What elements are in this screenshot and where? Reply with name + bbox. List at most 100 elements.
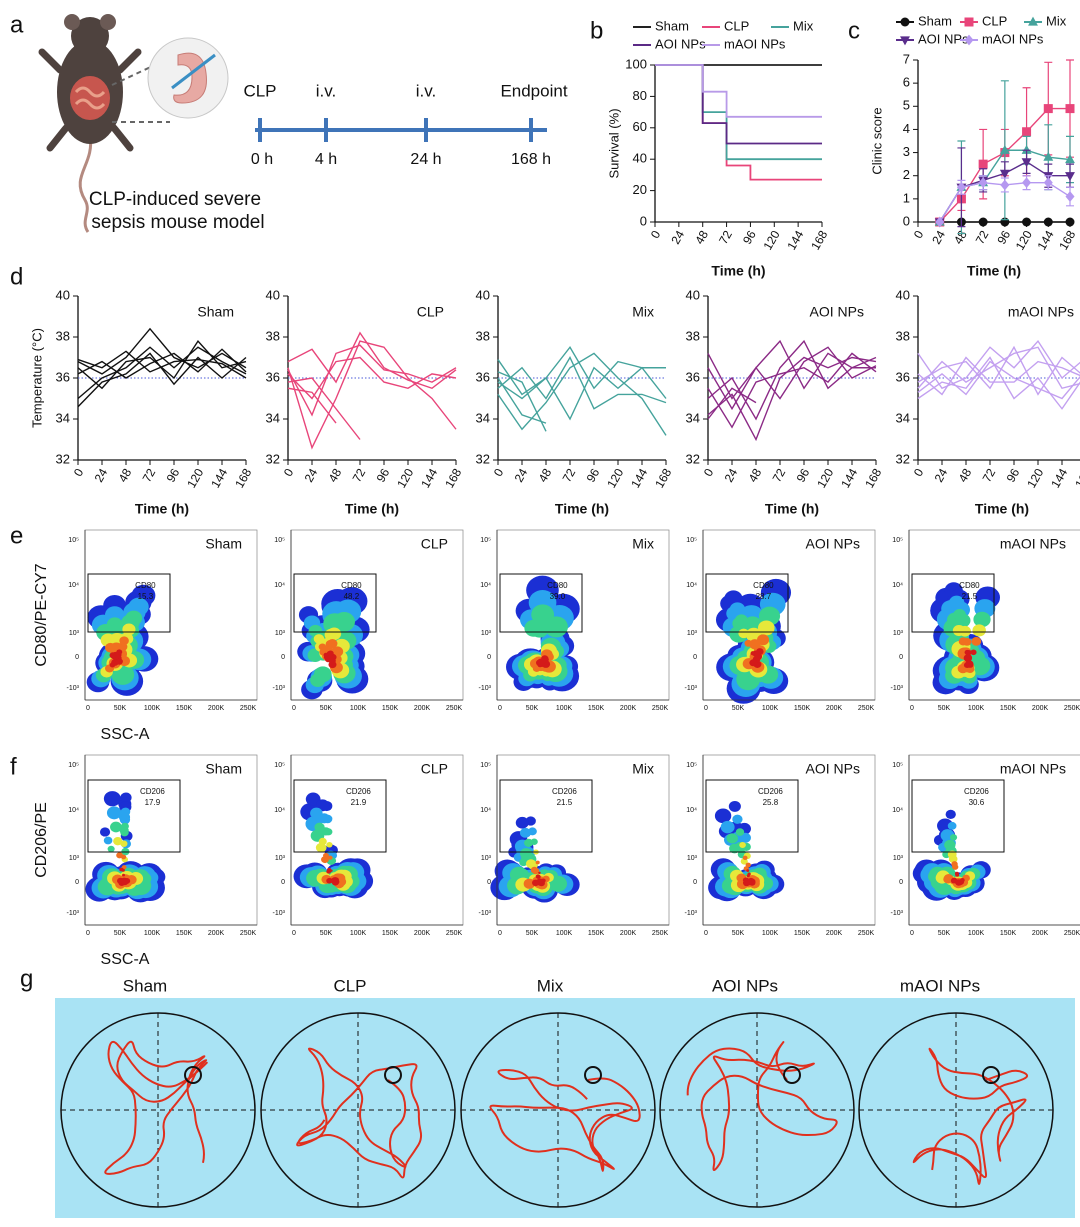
- legend-label: mAOI NPs: [724, 36, 786, 51]
- density-blob: [531, 622, 549, 638]
- y-tick-label: 2: [903, 167, 910, 182]
- density-blob: [732, 814, 743, 824]
- series-line: [707, 356, 877, 442]
- timeline-event: CLP: [243, 81, 276, 100]
- flow-x-tick-label: 150K: [588, 705, 605, 712]
- density-blob: [955, 613, 971, 628]
- x-tick-label: 48: [951, 228, 970, 247]
- x-tick-label: 168: [808, 228, 830, 253]
- x-axis-label: Time (h): [345, 501, 399, 517]
- marker: [978, 177, 988, 189]
- density-blob: [739, 841, 746, 848]
- gate: [293, 573, 377, 633]
- series-line: [917, 346, 1080, 390]
- density-blob: [714, 808, 732, 824]
- x-tick-label: 24: [512, 466, 531, 485]
- x-tick-label: 120: [1024, 466, 1046, 491]
- y-tick-label: 80: [633, 88, 647, 103]
- density-blob: [115, 658, 123, 665]
- density-blob: [103, 791, 121, 807]
- flow-x-tick-label: 150K: [382, 705, 399, 712]
- mouse-intestine-loops: [74, 86, 106, 110]
- flow-y-tick-label: -10³: [67, 685, 80, 692]
- gate-name: CD80: [341, 581, 362, 590]
- density-blob: [122, 873, 126, 877]
- density-blob: [120, 877, 128, 885]
- gate: [293, 779, 387, 853]
- density-blob: [535, 874, 541, 879]
- series-line: [77, 350, 247, 379]
- series-line: [497, 346, 666, 396]
- flow-y-tick-label: 0: [281, 654, 285, 661]
- x-tick-label: 24: [302, 466, 321, 485]
- x-tick-label: 72: [980, 466, 999, 485]
- y-tick-label: 4: [903, 121, 910, 136]
- flow-y-tick-label: 10⁴: [892, 807, 903, 814]
- x-tick-label: 48: [116, 466, 135, 485]
- density-blob: [103, 836, 113, 845]
- series-line: [917, 360, 1080, 400]
- chart-label: Mix: [632, 304, 654, 320]
- flow-y-tick-label: 10³: [687, 630, 698, 637]
- legend-label: CLP: [982, 13, 1007, 28]
- flow-y-tick-label: 10⁴: [892, 582, 903, 589]
- density-blob: [120, 792, 132, 803]
- y-tick-label: 38: [56, 328, 70, 343]
- marker: [1065, 217, 1075, 227]
- timeline-event: i.v.: [316, 81, 336, 100]
- density-blob: [326, 841, 333, 848]
- density-blob: [318, 813, 330, 824]
- arena-label: AOI NPs: [712, 976, 778, 995]
- y-tick-label: 36: [476, 369, 490, 384]
- x-tick-label: 168: [442, 466, 464, 491]
- gate-name: CD80: [547, 581, 568, 590]
- density-blob: [958, 625, 971, 637]
- density-blob: [742, 855, 748, 860]
- x-tick-label: 72: [770, 466, 789, 485]
- marker: [1065, 191, 1075, 202]
- flow-x-tick-label: 200K: [414, 930, 431, 937]
- x-axis-label: Time (h): [765, 501, 819, 517]
- flow-x-tick-label: 50K: [526, 930, 539, 937]
- x-tick-label: 144: [208, 466, 230, 491]
- schematic-caption: CLP-induced severe: [89, 189, 261, 210]
- flow-x-tick-label: 200K: [414, 705, 431, 712]
- series-line: [917, 356, 1080, 396]
- gate-value: 30.6: [969, 798, 985, 807]
- x-tick-label: 96: [994, 228, 1013, 247]
- x-tick-label: 72: [350, 466, 369, 485]
- platform: [783, 1066, 801, 1084]
- timeline-time: 168 h: [511, 151, 551, 168]
- flow-y-tick-label: -10³: [273, 685, 286, 692]
- density-blob: [745, 862, 751, 868]
- density-blob: [109, 652, 117, 659]
- marker: [999, 169, 1010, 179]
- x-tick-label: 24: [722, 466, 741, 485]
- flow-x-tick-label: 250K: [446, 930, 463, 937]
- flow-x-tick-label: 250K: [446, 705, 463, 712]
- x-axis-label: Time (h): [135, 501, 189, 517]
- y-tick-label: 40: [686, 287, 700, 302]
- density-blob: [535, 860, 540, 865]
- series-line: [917, 339, 1080, 390]
- flow-y-tick-label: -10³: [685, 685, 698, 692]
- legend-label: Mix: [793, 18, 814, 33]
- density-blob: [327, 650, 334, 657]
- series-line: [707, 352, 877, 429]
- flow-x-tick-label: 150K: [1000, 930, 1017, 937]
- flow-y-tick-label: 0: [487, 654, 491, 661]
- mouse-ear: [100, 14, 116, 30]
- series-line: [497, 352, 667, 436]
- flow-y-tick-label: 10⁵: [480, 762, 491, 769]
- gate: [705, 573, 789, 633]
- arena-label: Mix: [537, 976, 564, 995]
- density-blob: [542, 656, 549, 663]
- flow-x-tick-label: 200K: [208, 930, 225, 937]
- flow-x-tick-label: 0: [86, 930, 90, 937]
- marker: [1065, 104, 1075, 114]
- legend-label: Sham: [655, 18, 689, 33]
- density-blob: [122, 623, 136, 636]
- schematic-caption: sepsis mouse model: [91, 212, 264, 233]
- marker: [978, 217, 988, 227]
